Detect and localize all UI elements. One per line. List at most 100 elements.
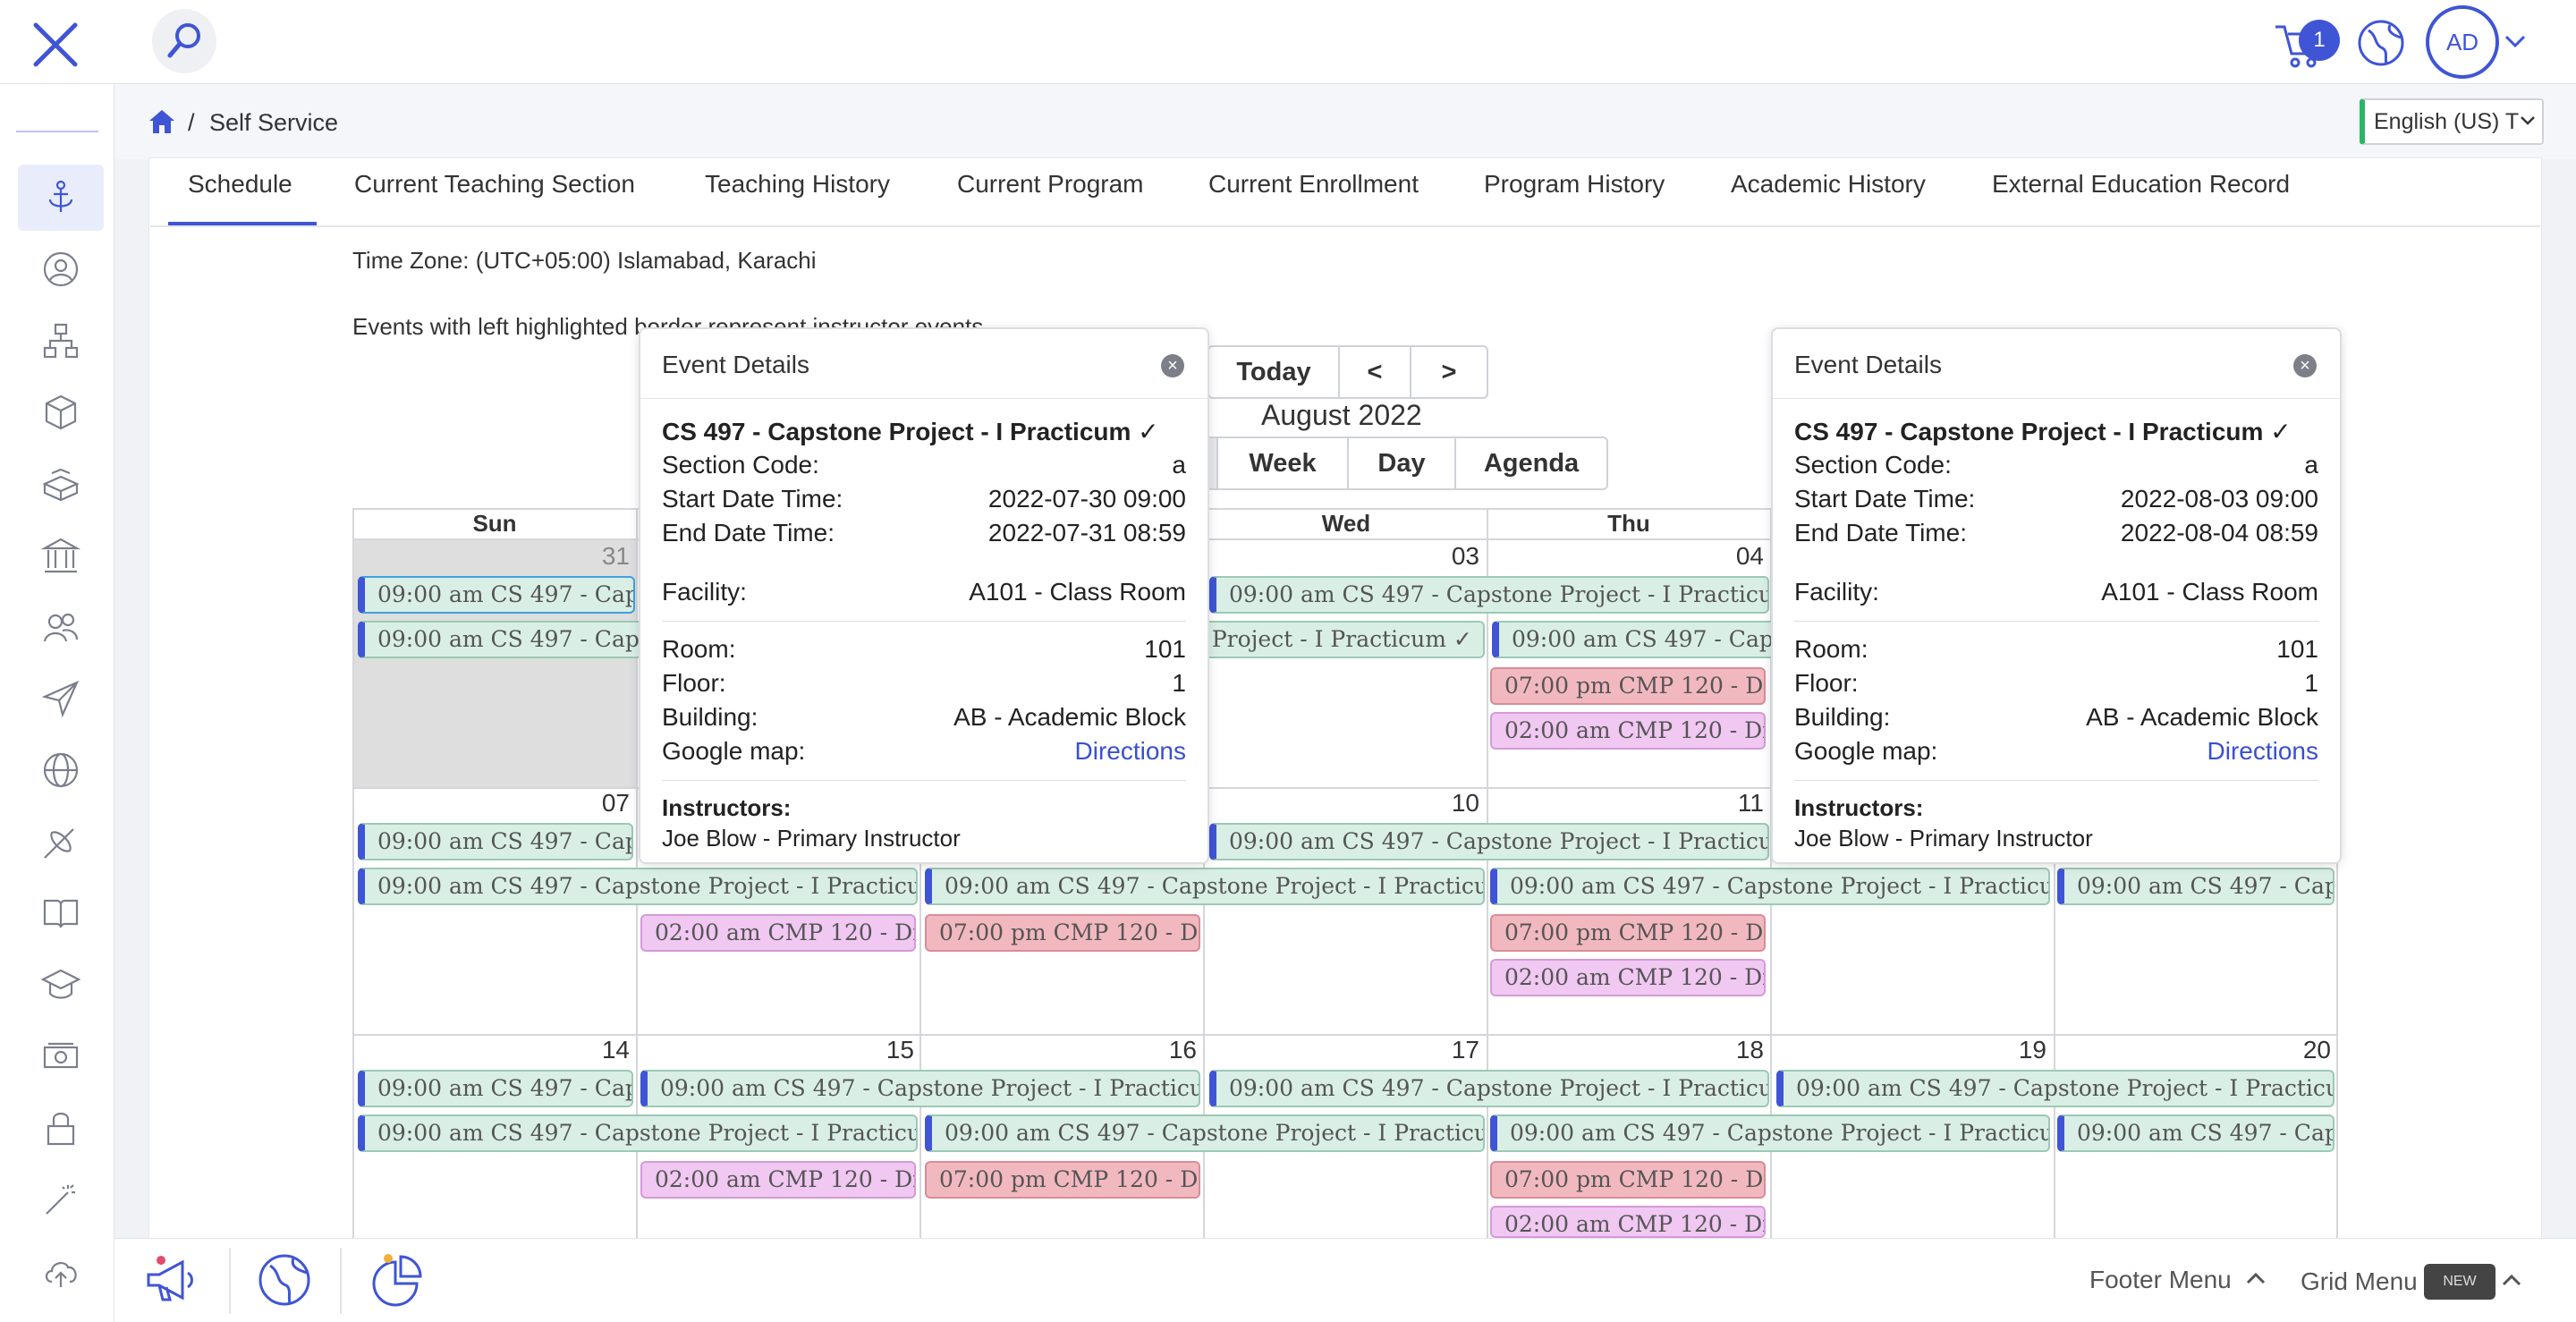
cube-icon[interactable] <box>18 379 104 445</box>
date-number[interactable]: 18 <box>1735 1036 1764 1064</box>
date-number[interactable]: 03 <box>1451 542 1479 570</box>
today-button[interactable]: Today <box>1208 345 1340 399</box>
tab-academic-history[interactable]: Academic History <box>1731 170 1926 198</box>
tab-program-history[interactable]: Program History <box>1484 170 1665 198</box>
prev-button[interactable]: < <box>1338 345 1411 399</box>
satellite-icon[interactable] <box>18 809 104 875</box>
calendar-event[interactable]: 09:00 am CS 497 - Capstone Project - I P… <box>1490 1114 2050 1152</box>
graduation-cap-icon[interactable] <box>18 952 104 1018</box>
date-number[interactable]: 14 <box>601 1036 630 1064</box>
calendar-event[interactable]: ne Project - I Practicum ✓ <box>1163 621 1485 658</box>
calendar-event[interactable]: 09:00 am CS 497 - Capstone Project - I P… <box>925 1114 1485 1152</box>
anchor-icon[interactable] <box>18 165 104 231</box>
calendar-event[interactable]: 07:00 pm CMP 120 - Digi <box>1490 667 1766 705</box>
avatar[interactable]: AD <box>2426 5 2499 79</box>
popup-row-room: Room: 101 <box>1794 635 2318 664</box>
chevron-up-icon[interactable] <box>2501 1273 2522 1289</box>
calendar-event[interactable]: 09:00 am CS 497 - Capst <box>358 576 635 614</box>
date-number[interactable]: 19 <box>2018 1036 2046 1064</box>
globe-icon[interactable] <box>2356 18 2406 68</box>
tab-current-program[interactable]: Current Program <box>957 170 1144 198</box>
calendar-event[interactable]: 07:00 pm CMP 120 - Digi <box>925 1161 1200 1199</box>
date-number[interactable]: 31 <box>601 542 630 570</box>
date-number[interactable]: 15 <box>886 1036 914 1064</box>
date-number[interactable]: 20 <box>2302 1036 2331 1064</box>
close-icon[interactable]: × <box>2293 354 2317 377</box>
agenda-view-button[interactable]: Agenda <box>1454 436 1608 490</box>
value: 101 <box>1144 635 1186 663</box>
popup-row-start: Start Date Time: 2022-07-30 09:00 <box>662 485 1186 513</box>
calendar-event[interactable]: 09:00 am CS 497 - Capstone Project - I P… <box>1209 1070 1769 1107</box>
calendar-event[interactable]: 02:00 am CMP 120 - Digi <box>640 1161 916 1199</box>
close-icon[interactable] <box>27 16 84 73</box>
calendar-event[interactable]: 09:00 am CS 497 - Capstone Project - I P… <box>1209 823 1769 860</box>
label: Floor: <box>1794 669 1859 697</box>
top-bar: 1 AD <box>0 0 2576 84</box>
user-icon[interactable] <box>18 236 104 302</box>
money-icon[interactable] <box>18 1023 104 1089</box>
footer-menu-button[interactable]: Footer Menu <box>2089 1266 2232 1293</box>
value: 101 <box>2276 635 2318 663</box>
calendar-event[interactable]: 09:00 am CS 497 - Capstone Project - I P… <box>925 868 1485 905</box>
directions-link[interactable]: Directions <box>2207 737 2318 765</box>
calendar-event[interactable]: 02:00 am CMP 120 - Digi <box>640 914 916 952</box>
date-number[interactable]: 07 <box>601 789 630 817</box>
globe-nav-icon[interactable] <box>18 737 104 803</box>
search-icon[interactable] <box>152 9 216 73</box>
pie-chart-icon[interactable] <box>369 1251 426 1309</box>
language-select[interactable]: English (US) T <box>2360 98 2544 145</box>
home-icon[interactable] <box>147 107 177 136</box>
calendar-event[interactable]: 09:00 am CS 497 - Capst <box>2057 1114 2334 1152</box>
users-icon[interactable] <box>18 594 104 660</box>
megaphone-icon[interactable] <box>143 1251 200 1309</box>
next-button[interactable]: > <box>1410 345 1488 399</box>
week-view-button[interactable]: Week <box>1216 436 1349 490</box>
date-number[interactable]: 17 <box>1451 1036 1479 1064</box>
calendar-event[interactable]: 09:00 am CS 497 - Capstone Project - I P… <box>358 1114 918 1152</box>
cloud-upload-icon[interactable] <box>18 1238 104 1304</box>
grid-menu-button[interactable]: Grid Menu <box>2301 1267 2418 1295</box>
grid-line <box>352 538 2338 540</box>
tab-current-teaching-section[interactable]: Current Teaching Section <box>354 170 635 198</box>
chevron-up-icon[interactable] <box>2245 1271 2267 1287</box>
boxes-icon[interactable] <box>18 451 104 517</box>
magic-wand-icon[interactable] <box>18 1166 104 1233</box>
calendar-event[interactable]: 02:00 am CMP 120 - Digi <box>1490 1206 1766 1238</box>
calendar-event[interactable]: 07:00 pm CMP 120 - Digi <box>925 914 1200 952</box>
date-number[interactable]: 10 <box>1451 789 1479 817</box>
tab-current-enrollment[interactable]: Current Enrollment <box>1208 170 1419 198</box>
calendar-event[interactable]: 09:00 am CS 497 - Capst <box>2057 868 2334 905</box>
globe-icon[interactable] <box>256 1251 313 1309</box>
close-icon[interactable]: × <box>1161 354 1184 377</box>
send-icon[interactable] <box>18 665 104 732</box>
calendar-event[interactable]: 09:00 am CS 497 - Capstone Project - I P… <box>1209 576 1769 614</box>
date-number[interactable]: 04 <box>1735 542 1764 570</box>
calendar-event[interactable]: 09:00 am CS 497 - Capstone Project - I P… <box>1490 868 2050 905</box>
book-icon[interactable] <box>18 880 104 946</box>
hierarchy-icon[interactable] <box>18 308 104 374</box>
calendar-event[interactable]: 09:00 am CS 497 - Capst <box>358 823 633 860</box>
tab-schedule[interactable]: Schedule <box>188 170 292 198</box>
chevron-down-icon[interactable] <box>2503 32 2528 50</box>
calendar-event[interactable]: 07:00 pm CMP 120 - Digi <box>1490 914 1766 952</box>
breadcrumb-current[interactable]: Self Service <box>209 109 339 136</box>
calendar-event[interactable]: 02:00 am CMP 120 - Digi <box>1490 712 1766 750</box>
directions-link[interactable]: Directions <box>1074 737 1186 765</box>
date-number[interactable]: 16 <box>1168 1036 1197 1064</box>
avatar-initials: AD <box>2445 28 2479 55</box>
tab-external-education-record[interactable]: External Education Record <box>1992 170 2291 198</box>
calendar-event[interactable]: 09:00 am CS 497 - Capsto <box>358 621 644 658</box>
value: 1 <box>2304 669 2318 697</box>
calendar-event[interactable]: 09:00 am CS 497 - Capsto <box>1492 621 1778 658</box>
calendar-event[interactable]: 02:00 am CMP 120 - Digi <box>1490 959 1766 996</box>
lock-icon[interactable] <box>18 1095 104 1161</box>
tab-teaching-history[interactable]: Teaching History <box>705 170 890 198</box>
calendar-event[interactable]: 09:00 am CS 497 - Capstone Project - I P… <box>358 868 918 905</box>
bank-icon[interactable] <box>18 522 104 589</box>
day-view-button[interactable]: Day <box>1347 436 1456 490</box>
calendar-event[interactable]: 09:00 am CS 497 - Capstone Project - I P… <box>1776 1070 2334 1107</box>
calendar-event[interactable]: 09:00 am CS 497 - Capst <box>358 1070 633 1107</box>
date-number[interactable]: 11 <box>1737 789 1764 817</box>
calendar-event[interactable]: 09:00 am CS 497 - Capstone Project - I P… <box>640 1070 1200 1107</box>
calendar-event[interactable]: 07:00 pm CMP 120 - Digi <box>1490 1161 1766 1199</box>
